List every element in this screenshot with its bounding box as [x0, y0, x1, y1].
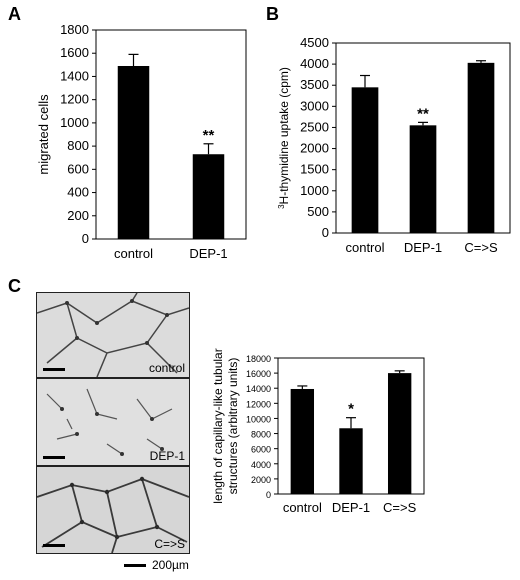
micrograph-network-image	[37, 467, 189, 553]
y-tick-label: 0	[82, 231, 89, 246]
y-tick-label: 1600	[60, 45, 89, 60]
micrograph-control: control	[36, 292, 190, 378]
chart-thymidine-uptake: 0 500 1000 1500 2000 2500 3000 3500 4000 4500 cont…	[277, 35, 511, 255]
y-tick-label: 3000	[300, 98, 329, 113]
y-tick-label: 16000	[246, 369, 271, 379]
bar-control	[351, 87, 379, 233]
y-tick-label: 0	[266, 490, 271, 500]
y-axis-label-line1: length of capillary-like tubular	[211, 348, 225, 503]
y-tick-label: 1000	[300, 183, 329, 198]
significance-label: *	[348, 401, 354, 418]
x-tick-label: C=>S	[383, 500, 417, 515]
scale-legend: 200µm	[124, 558, 189, 572]
y-axis-label-text: H-thymidine uptake (cpm)	[277, 67, 291, 204]
y-tick-label: 500	[307, 204, 329, 219]
x-tick-label: control	[283, 500, 322, 515]
y-tick-label: 10000	[246, 414, 271, 424]
bar-control	[117, 65, 150, 239]
y-tick-label: 2000	[251, 475, 271, 485]
y-tick-label: 14000	[246, 384, 271, 394]
y-tick-label: 3500	[300, 77, 329, 92]
micrograph-label-dep1: DEP-1	[149, 449, 185, 463]
y-tick-label: 200	[67, 208, 89, 223]
y-axis-label: 3H-thymidine uptake (cpm)	[277, 67, 292, 209]
chart-tubular-length: 0 2000 4000 6000 8000 10000 12000 14000 16000 180…	[211, 348, 425, 515]
x-tick-label: DEP-1	[332, 500, 370, 515]
y-axis-label-superscript: 3	[277, 204, 286, 209]
micrograph-scale-bar	[43, 456, 65, 459]
y-tick-label: 1800	[60, 22, 89, 37]
y-tick-label: 18000	[246, 354, 271, 364]
y-tick-label: 1500	[300, 162, 329, 177]
y-tick-label: 1400	[60, 68, 89, 83]
micrograph-scale-bar	[43, 544, 65, 547]
micrograph-network-image	[37, 293, 189, 377]
y-tick-label: 0	[322, 225, 329, 240]
micrograph-label-control: control	[148, 361, 185, 375]
y-tick-label: 400	[67, 185, 89, 200]
y-tick-label: 1200	[60, 92, 89, 107]
micrograph-network-image	[37, 379, 189, 465]
x-tick-label: control	[114, 246, 153, 261]
y-axis-label-line2: structures (arbitrary units)	[226, 358, 240, 495]
panel-letter-b: B	[266, 4, 279, 24]
micrograph-cs: C=>S	[36, 466, 190, 554]
significance-label: **	[417, 105, 429, 122]
bar-C=>S	[467, 62, 495, 233]
micrograph-label-cs: C=>S	[154, 537, 185, 551]
y-tick-label: 4000	[251, 460, 271, 470]
panel-letter-c: C	[8, 276, 21, 296]
y-tick-label: 800	[67, 138, 89, 153]
x-tick-label: DEP-1	[404, 240, 442, 255]
y-tick-label: 2500	[300, 119, 329, 134]
y-tick-label: 12000	[246, 399, 271, 409]
y-tick-label: 2000	[300, 141, 329, 156]
bar-control	[290, 388, 315, 494]
y-tick-label: 6000	[251, 445, 271, 455]
bar-DEP-1	[339, 428, 363, 494]
x-tick-label: control	[345, 240, 384, 255]
plot-frame	[95, 29, 247, 240]
panel-letter-a: A	[8, 4, 21, 24]
bar-DEP-1	[192, 154, 225, 239]
bar-C=>S	[387, 373, 412, 494]
y-tick-label: 4500	[300, 35, 329, 50]
y-tick-label: 600	[67, 161, 89, 176]
x-tick-label: DEP-1	[189, 246, 227, 261]
chart-migrated-cells: 0 200 400 600 800 1000 1200 1400 1600 1800 control…	[36, 22, 247, 261]
y-tick-label: 4000	[300, 56, 329, 71]
scale-legend-label: 200µm	[152, 558, 189, 572]
micrograph-dep1: DEP-1	[36, 378, 190, 466]
x-tick-label: C=>S	[464, 240, 498, 255]
significance-label: **	[203, 127, 215, 144]
scale-legend-bar	[124, 563, 146, 567]
y-axis-label: migrated cells	[36, 94, 51, 175]
y-tick-label: 8000	[251, 430, 271, 440]
micrograph-scale-bar	[43, 368, 65, 371]
bar-DEP-1	[409, 125, 437, 233]
y-tick-label: 1000	[60, 115, 89, 130]
